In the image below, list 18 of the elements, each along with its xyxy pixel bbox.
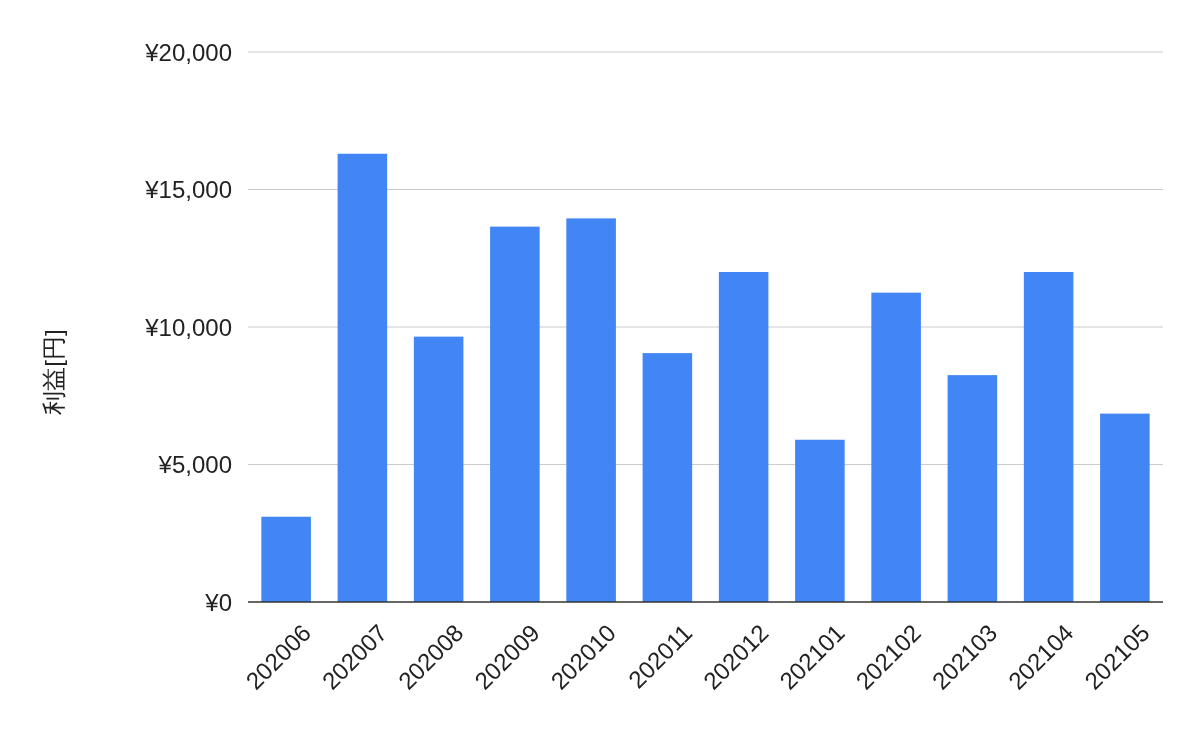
bar (337, 153, 388, 602)
y-tick-label: ¥5,000 (157, 451, 232, 478)
bar (1023, 272, 1074, 602)
bar (261, 516, 311, 602)
bar (1100, 413, 1150, 602)
y-tick-label: ¥10,000 (144, 313, 232, 341)
bar (718, 272, 769, 602)
bar (642, 353, 693, 602)
y-axis-title: 利益[円] (40, 329, 67, 415)
bar (413, 336, 464, 602)
bar (947, 375, 998, 602)
bar (490, 226, 540, 602)
bar (566, 218, 616, 602)
bar (871, 292, 921, 602)
bar (795, 439, 845, 602)
y-tick-label: ¥0 (204, 588, 232, 616)
y-tick-label: ¥20,000 (144, 38, 232, 66)
y-tick-label: ¥15,000 (144, 176, 232, 203)
